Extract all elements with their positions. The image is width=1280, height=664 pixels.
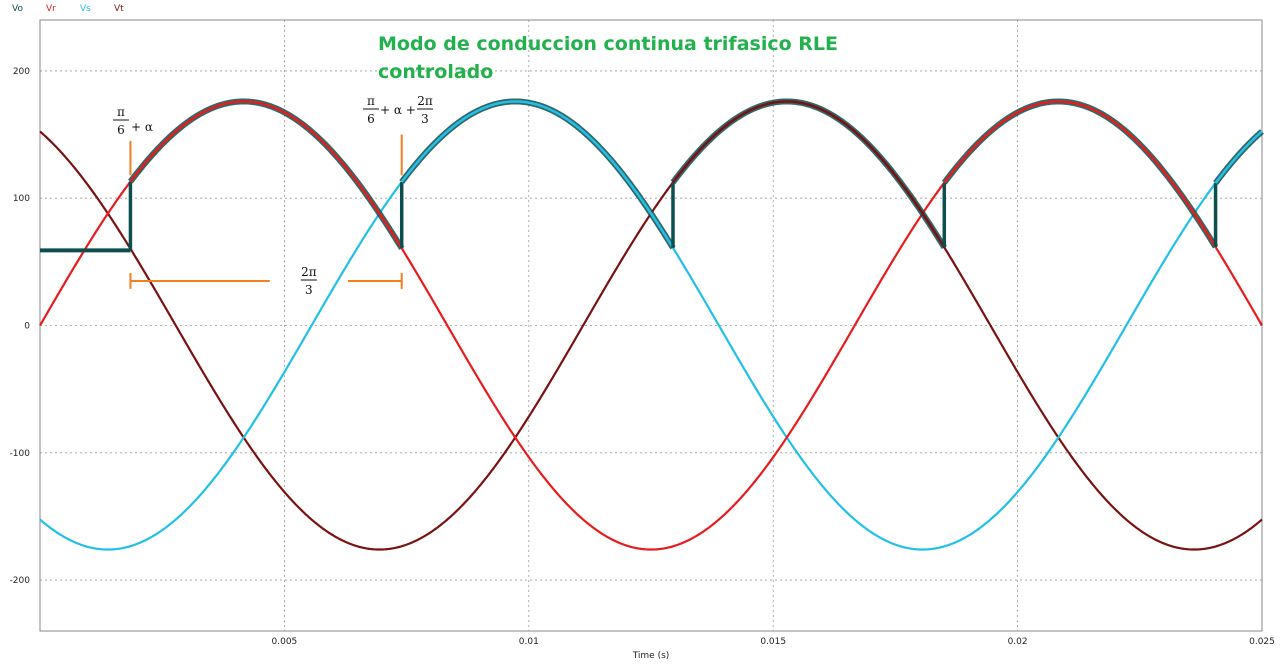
legend-entry-vt: Vt xyxy=(114,4,124,14)
y-tick-label: 200 xyxy=(13,67,30,77)
label-second-firing-frac: π6 xyxy=(363,94,379,126)
label-second-firing-frac2: 2π3 xyxy=(417,94,433,126)
series-vo-segment xyxy=(399,98,676,250)
label-second-firing-frac-den: 6 xyxy=(367,112,375,126)
x-tick-label: 0.025 xyxy=(1249,637,1275,647)
series-vo-segment-overlay xyxy=(672,100,946,249)
series-vo-segment xyxy=(941,98,1219,249)
series-vo-segment xyxy=(670,98,947,249)
label-first-firing-frac-den: 6 xyxy=(117,123,125,137)
series-vo-segment-overlay xyxy=(943,100,1217,248)
chart-title-line2: controlado xyxy=(378,61,493,83)
chart-title: Modo de conduccion continua trifasico RL… xyxy=(378,33,838,55)
x-tick-label: 0.01 xyxy=(519,637,539,647)
label-second-firing-frac2-den: 3 xyxy=(421,112,429,126)
legend-entry-vs: Vs xyxy=(80,4,91,14)
series-group xyxy=(39,98,1264,551)
series-vo-segment xyxy=(128,98,405,250)
label-interval-frac-den: 3 xyxy=(305,283,313,297)
legend: Vo Vr Vs Vt xyxy=(12,4,124,14)
label-second-firing-mid: + α + xyxy=(380,103,416,117)
x-axis: 0.005 0.01 0.015 0.02 0.025 xyxy=(272,637,1275,647)
y-tick-label: 100 xyxy=(13,194,30,204)
label-interval-frac-num: 2π xyxy=(301,265,317,279)
y-tick-label: -100 xyxy=(10,449,31,459)
label-first-firing-frac: π6 xyxy=(113,105,129,137)
label-second-firing-frac2-num: 2π xyxy=(417,94,433,108)
x-tick-label: 0.02 xyxy=(1008,637,1028,647)
x-tick-label: 0.015 xyxy=(760,637,786,647)
legend-entry-vr: Vr xyxy=(46,4,56,14)
y-tick-label: -200 xyxy=(10,576,31,586)
label-first-firing-frac-num: π xyxy=(117,105,125,119)
series-vo-segment-overlay xyxy=(129,100,403,249)
series-vo-segment-overlay xyxy=(400,100,675,249)
label-second-firing-frac-num: π xyxy=(367,94,375,108)
x-axis-label: Time (s) xyxy=(632,651,670,661)
label-interval-frac: 2π3 xyxy=(300,265,317,297)
x-tick-label: 0.005 xyxy=(272,637,298,647)
legend-entry-vo: Vo xyxy=(12,4,23,14)
series-vo-segment-overlay xyxy=(1214,130,1263,184)
y-tick-label: 0 xyxy=(24,322,30,332)
y-axis: 200 100 0 -100 -200 xyxy=(10,67,31,586)
label-first-firing-rest: + α xyxy=(131,120,153,134)
grid xyxy=(40,20,1263,631)
